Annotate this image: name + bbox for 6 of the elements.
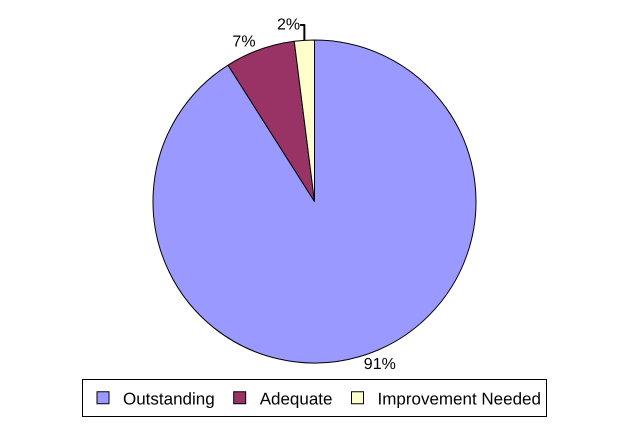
data-label: 2%	[276, 16, 300, 34]
legend-label: Adequate	[260, 389, 332, 408]
data-label: 7%	[232, 34, 256, 51]
data-label: 91%	[364, 356, 396, 373]
legend-label: Outstanding	[123, 389, 215, 408]
legend-label: Improvement Needed	[377, 389, 541, 408]
